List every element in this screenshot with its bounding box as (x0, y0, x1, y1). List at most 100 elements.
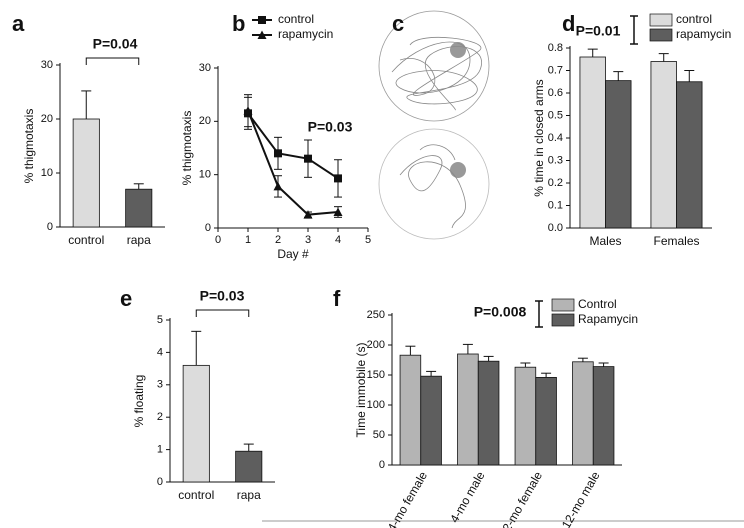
y-tick-label: 0.1 (548, 199, 563, 211)
significance-bracket (85, 57, 140, 65)
x-tick-label: 4-mo female (385, 469, 431, 528)
x-tick-label: 3 (305, 234, 311, 246)
bar (182, 364, 210, 483)
x-tick-label: Females (653, 234, 699, 248)
y-tick-label: 0.5 (548, 109, 563, 121)
y-tick-label: 20 (41, 113, 53, 125)
x-tick-label: Males (589, 234, 621, 248)
y-axis-label: Time immobile (s) (354, 343, 368, 438)
p-value: P=0.03 (308, 119, 353, 135)
p-value: P=0.008 (474, 304, 527, 320)
y-tick-label: 20 (199, 115, 211, 127)
y-tick-label: 0.6 (548, 87, 563, 99)
y-tick-label: 0.2 (548, 177, 563, 189)
point (274, 149, 282, 158)
x-tick-label: 4 (335, 234, 341, 246)
p-value: P=0.04 (93, 36, 138, 52)
bar (572, 361, 594, 466)
legend-label: Control (578, 297, 617, 311)
bar (676, 81, 703, 229)
y-tick-label: 5 (157, 314, 163, 326)
x-tick-label: 0 (215, 234, 221, 246)
series-line (247, 110, 339, 216)
y-tick-label: 100 (367, 399, 385, 411)
y-tick-label: 150 (367, 369, 385, 381)
x-tick-label: control (178, 488, 214, 502)
y-tick-label: 250 (367, 309, 385, 321)
bar (72, 118, 100, 228)
y-tick-label: 0.3 (548, 154, 563, 166)
bar (514, 366, 537, 466)
y-tick-label: 0.0 (548, 222, 563, 234)
y-tick-label: 2 (157, 411, 163, 423)
panel-label: d (562, 11, 575, 36)
bar (605, 80, 632, 229)
point (304, 154, 312, 163)
x-tick-label: rapa (127, 233, 151, 247)
legend-label: control (676, 12, 712, 26)
panel-label: a (12, 11, 25, 36)
y-tick-label: 3 (157, 379, 163, 391)
y-tick-label: 10 (41, 167, 53, 179)
bar (535, 376, 557, 466)
x-tick-label: 12-mo male (559, 469, 603, 528)
panel-label: b (232, 11, 245, 36)
legend-swatch (551, 298, 575, 312)
y-axis-label: % time in closed arms (532, 79, 546, 196)
legend-swatch (649, 13, 673, 27)
y-axis-label: % floating (132, 375, 146, 428)
y-tick-label: 50 (373, 429, 385, 441)
panel-label: f (333, 286, 341, 311)
y-tick-label: 4 (157, 346, 163, 358)
point (303, 210, 313, 219)
bar (235, 450, 263, 483)
p-value: P=0.03 (200, 288, 245, 304)
legend-label: control (278, 12, 314, 26)
x-tick-label: control (68, 233, 104, 247)
bar (399, 354, 422, 466)
legend-marker (257, 30, 267, 39)
y-tick-label: 0 (47, 221, 53, 233)
panel-label: e (120, 286, 132, 311)
p-value: P=0.01 (576, 23, 621, 39)
y-tick-label: 0.7 (548, 64, 563, 76)
significance-bar (535, 300, 543, 328)
point (333, 207, 343, 216)
y-tick-label: 200 (367, 339, 385, 351)
y-tick-label: 0.4 (548, 132, 563, 144)
legend-marker (258, 16, 266, 24)
legend-label: rapamycin (676, 27, 731, 41)
panel-label: c (392, 11, 404, 36)
x-tick-label: 5 (365, 234, 371, 246)
x-tick-label: 2 (275, 234, 281, 246)
y-axis-label: % thigmotaxis (180, 111, 194, 186)
maze-panel (378, 10, 490, 240)
point (273, 181, 283, 191)
y-axis-label: % thigmotaxis (22, 109, 36, 184)
point (243, 106, 253, 115)
y-tick-label: 0 (379, 459, 385, 471)
bar (420, 375, 442, 466)
y-tick-label: 0 (157, 476, 163, 488)
y-tick-label: 0 (205, 222, 211, 234)
bar (457, 353, 479, 466)
significance-bar (630, 15, 638, 45)
series-line (247, 112, 339, 180)
bar (477, 360, 500, 466)
legend-swatch (649, 28, 673, 42)
legend-label: Rapamycin (578, 312, 638, 326)
bar (592, 366, 615, 466)
x-axis-label: Day # (277, 247, 309, 261)
y-tick-label: 30 (199, 62, 211, 74)
y-tick-label: 1 (157, 444, 163, 456)
x-tick-label: 12-mo female (496, 469, 545, 528)
bar (650, 61, 677, 229)
bar (579, 56, 606, 229)
legend-swatch (551, 313, 575, 327)
point (334, 174, 342, 183)
legend-label: rapamycin (278, 27, 333, 41)
y-tick-label: 10 (199, 169, 211, 181)
y-tick-label: 0.8 (548, 42, 563, 54)
x-tick-label: 1 (245, 234, 251, 246)
